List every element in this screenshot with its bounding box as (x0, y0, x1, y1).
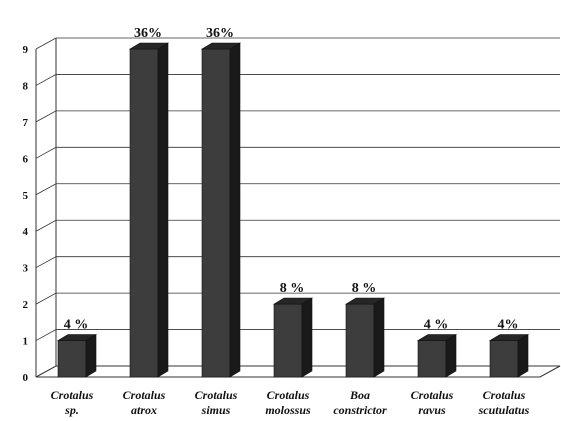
bar-top (344, 297, 386, 305)
y-tick-label: 5 (23, 190, 29, 202)
y-tick-label: 0 (23, 372, 29, 384)
bar-side (301, 297, 313, 378)
bar-top (128, 42, 170, 50)
data-label: 8 % (352, 281, 377, 296)
data-label: 4% (498, 318, 519, 333)
gridline (35, 110, 560, 123)
x-tick-label: Crotalus molossus (265, 388, 311, 417)
bar-side (517, 334, 529, 378)
data-label: 36% (134, 26, 162, 41)
y-tick-label: 8 (23, 80, 29, 92)
y-tick-label: 6 (23, 153, 29, 165)
bar-side (85, 334, 97, 378)
y-tick-label: 2 (23, 299, 29, 311)
data-label: 36% (206, 26, 234, 41)
bar (56, 334, 98, 378)
bar-top (200, 42, 242, 50)
x-tick-label: Crotalus scutulatus (478, 388, 530, 417)
gridline (35, 256, 560, 269)
gridline (35, 37, 560, 50)
gridline (35, 74, 560, 86)
bar-front (489, 340, 519, 378)
x-tick-label: Crotalus simus (195, 388, 238, 417)
y-tick-label: 7 (23, 117, 29, 129)
y-tick-label: 3 (23, 263, 29, 275)
bar-side (229, 42, 241, 378)
bar (272, 297, 314, 378)
bar-top (488, 334, 530, 341)
bar-front (57, 340, 87, 378)
bar (416, 334, 458, 378)
bar-front (129, 48, 159, 378)
gridline (35, 183, 560, 196)
bar-top (272, 297, 314, 305)
x-tick-label: Crotalus atrox (123, 388, 166, 417)
bar-top (56, 334, 98, 341)
bar-front (273, 303, 303, 378)
data-label: 4 % (424, 318, 449, 333)
gridline (35, 219, 560, 232)
bar-top (416, 334, 458, 341)
bar-side (157, 42, 169, 378)
bar-side (445, 334, 457, 378)
bar-side (373, 297, 385, 378)
bar (488, 334, 530, 378)
bar (200, 42, 242, 378)
gridline (35, 146, 560, 159)
data-label: 4 % (64, 318, 89, 333)
bar-front (417, 340, 447, 378)
bar-front (345, 303, 375, 378)
x-tick-label: Boa constrictor (333, 388, 387, 417)
x-tick-label: Crotalus ravus (411, 388, 454, 417)
y-tick-label: 4 (23, 226, 29, 238)
bar-front (201, 48, 231, 378)
bar (128, 42, 170, 378)
data-label: 8 % (280, 281, 305, 296)
y-tick-label: 1 (23, 336, 29, 348)
y-tick-label: 9 (23, 44, 29, 56)
bar (344, 297, 386, 378)
x-tick-label: Crotalus sp. (51, 388, 94, 417)
